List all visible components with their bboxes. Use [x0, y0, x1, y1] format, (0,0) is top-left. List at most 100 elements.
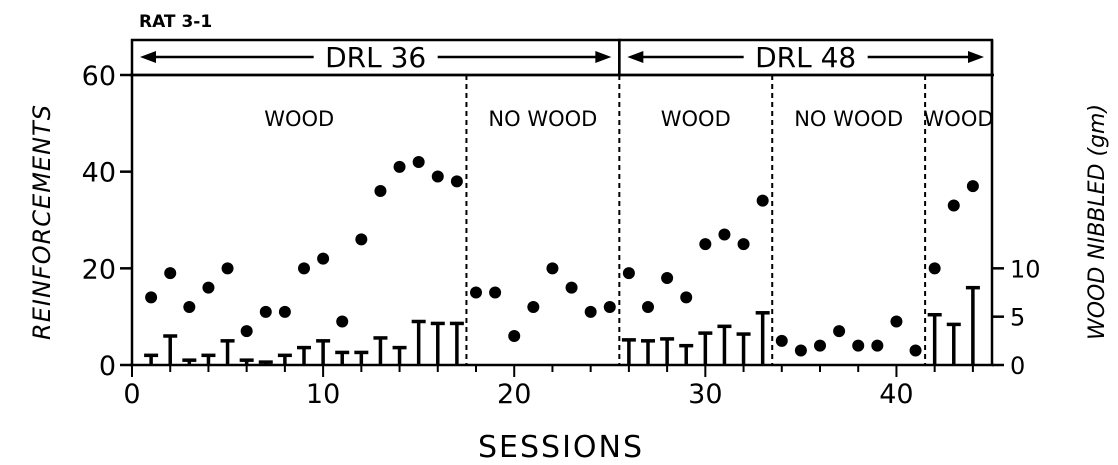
y2-tick-label: 0: [1010, 352, 1025, 380]
data-point: [240, 325, 253, 338]
data-point: [852, 339, 865, 352]
phase-labels: WOOD NO WOOD WOOD NO WOOD WOOD: [264, 107, 993, 131]
data-point: [183, 301, 196, 313]
data-point: [278, 305, 291, 318]
data-point: [966, 180, 979, 193]
y-tick-label: 60: [82, 61, 116, 92]
data-point: [890, 315, 903, 328]
bar: [717, 324, 732, 365]
bar: [621, 338, 636, 365]
x-axis-label: SESSIONS: [478, 430, 644, 465]
data-point: [527, 301, 540, 313]
data-point: [298, 262, 310, 275]
schedule-label: DRL 48: [755, 41, 856, 74]
data-point: [756, 194, 769, 207]
arrow-right-head: [595, 51, 612, 63]
bar: [411, 319, 426, 365]
data-point: [928, 262, 941, 275]
bar: [679, 343, 694, 365]
schedule-band: DRL 36 DRL 48: [130, 38, 994, 77]
bar: [660, 337, 675, 365]
bar: [698, 331, 713, 365]
data-point: [259, 305, 272, 318]
phase-label: NO WOOD: [794, 107, 903, 131]
schedule-0: DRL 36: [130, 38, 621, 77]
x-tick-label: 10: [306, 379, 340, 410]
phase-label: WOOD: [264, 107, 334, 131]
data-point: [661, 272, 674, 284]
data-point: [450, 175, 463, 188]
data-point: [699, 238, 712, 251]
x-tick-label: 30: [688, 379, 722, 410]
data-point: [718, 228, 731, 241]
y2-tick-label: 10: [1010, 255, 1041, 283]
bar: [316, 339, 331, 365]
data-point: [680, 291, 693, 304]
y-tick-label: 20: [82, 254, 116, 285]
data-point: [470, 286, 482, 299]
bar: [163, 334, 178, 365]
data-point: [603, 301, 616, 313]
x-tick-label: 40: [879, 379, 913, 410]
wood-nibbled-bars: [144, 285, 980, 365]
bar: [449, 321, 464, 365]
data-point: [814, 339, 826, 352]
data-point: [584, 305, 597, 318]
bar: [392, 345, 407, 365]
data-point: [202, 281, 215, 294]
data-point: [909, 344, 922, 357]
data-point: [546, 262, 559, 275]
bar: [277, 353, 292, 365]
phase-label: WOOD: [661, 107, 731, 131]
x-tick-label: 0: [123, 379, 140, 410]
bar: [755, 311, 770, 365]
bar: [354, 350, 369, 365]
bar: [335, 350, 350, 365]
bar: [220, 339, 235, 365]
data-point: [871, 339, 884, 352]
x-tick-label: 20: [497, 379, 531, 410]
arrow-left-head: [140, 51, 156, 63]
bar: [144, 353, 159, 365]
data-point: [221, 262, 234, 275]
y2-tick-label: 5: [1010, 304, 1025, 332]
bar: [297, 345, 311, 365]
phase-boundaries: [465, 75, 927, 365]
data-point: [412, 156, 425, 168]
schedule-label: DRL 36: [325, 41, 426, 74]
data-point: [164, 267, 177, 280]
y-tick-label: 40: [82, 158, 116, 189]
bar: [641, 339, 655, 365]
bar: [430, 321, 445, 365]
schedule-1: DRL 48: [618, 38, 994, 77]
y-tick-label: 0: [99, 351, 116, 382]
data-point: [642, 301, 654, 313]
phase-label: NO WOOD: [488, 107, 597, 131]
data-point: [355, 233, 368, 246]
data-point: [622, 267, 635, 280]
data-point: [393, 160, 406, 173]
bar: [736, 332, 751, 365]
bar: [373, 336, 388, 365]
data-point: [775, 334, 788, 347]
data-point: [317, 252, 330, 265]
data-point: [947, 199, 960, 212]
y2-axis-label: WOOD NIBBLED (gm): [1085, 104, 1110, 340]
data-point: [336, 315, 349, 328]
data-point: [145, 291, 158, 304]
data-point: [374, 185, 387, 197]
data-point: [833, 325, 846, 338]
data-point: [737, 238, 750, 251]
reinforcement-points: [145, 156, 979, 357]
phase-label: WOOD: [924, 107, 994, 131]
axes: 0 10 20 30 40 0 20 40 60 0 5 10: [82, 40, 1041, 410]
bar: [946, 322, 961, 365]
arrow-left-head: [627, 51, 644, 63]
data-point: [794, 344, 807, 357]
chart-title: RAT 3-1: [139, 12, 212, 32]
data-point: [508, 330, 521, 342]
arrow-right-head: [968, 51, 984, 63]
data-point: [565, 281, 578, 294]
y-axis-label: REINFORCEMENTS: [28, 104, 56, 340]
